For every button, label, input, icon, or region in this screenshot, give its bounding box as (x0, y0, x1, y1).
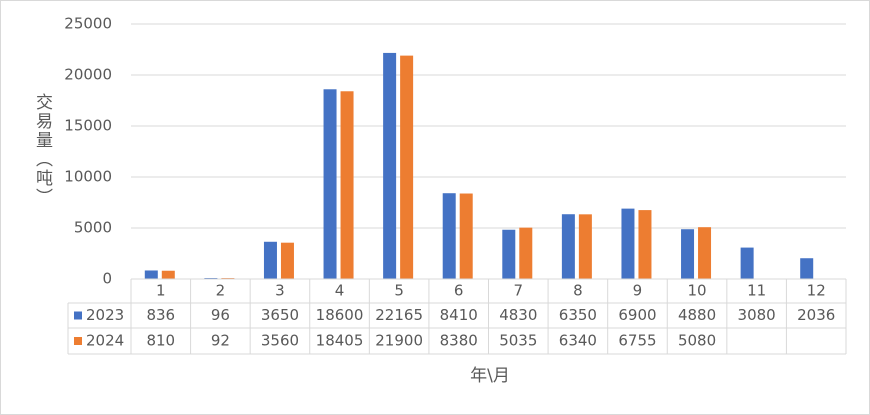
y-tick-label: 20000 (64, 66, 112, 84)
table-cell: 21900 (375, 332, 423, 350)
table-cell: 3560 (261, 332, 299, 350)
y-tick-label: 5000 (74, 219, 112, 237)
bar (263, 241, 277, 279)
bar (161, 270, 175, 279)
bar (323, 89, 337, 279)
y-tick-label: 0 (102, 270, 112, 288)
table-cell: 18405 (316, 332, 364, 350)
table-cell: 6350 (559, 306, 597, 324)
y-axis-title: 交易量（吨） (32, 93, 53, 207)
table-cell: 18600 (316, 306, 364, 324)
legend-label: 2024 (86, 332, 124, 350)
bar (459, 193, 473, 279)
x-tick-label: 1 (156, 282, 166, 300)
bar (578, 214, 592, 279)
table-cell: 5035 (499, 332, 537, 350)
bar (144, 270, 158, 279)
bar (740, 247, 754, 279)
legend-key (74, 311, 82, 320)
table-cell: 4830 (499, 306, 537, 324)
table-cell: 810 (146, 332, 175, 350)
x-axis-title: 年\月 (470, 366, 510, 386)
table-cell: 6755 (618, 332, 656, 350)
bar (698, 227, 712, 279)
table-cell: 5080 (678, 332, 716, 350)
bar (340, 91, 354, 279)
table-cell: 3080 (738, 306, 776, 324)
x-tick-label: 3 (275, 282, 285, 300)
x-tick-label: 8 (573, 282, 583, 300)
bar (561, 214, 575, 279)
x-tick-label: 11 (747, 282, 766, 300)
x-tick-label: 5 (394, 282, 404, 300)
x-tick-label: 7 (514, 282, 524, 300)
x-tick-label: 6 (454, 282, 464, 300)
bar (681, 229, 695, 279)
y-tick-label: 25000 (64, 15, 112, 33)
y-tick-label: 15000 (64, 117, 112, 135)
table-cell: 2036 (797, 306, 835, 324)
bar (442, 193, 456, 279)
bar (519, 227, 533, 279)
x-tick-label: 10 (687, 282, 706, 300)
x-tick-label: 9 (633, 282, 643, 300)
table-cell: 6340 (559, 332, 597, 350)
x-tick-label: 4 (335, 282, 345, 300)
bar (800, 258, 814, 279)
table-cell: 3650 (261, 306, 299, 324)
table-cell: 8410 (440, 306, 478, 324)
table-cell: 8380 (440, 332, 478, 350)
y-tick-label: 10000 (64, 168, 112, 186)
table-cell: 6900 (618, 306, 656, 324)
legend-key (74, 337, 82, 345)
x-tick-label: 2 (216, 282, 226, 300)
table-cell: 4880 (678, 306, 716, 324)
bar (638, 210, 652, 279)
bar (621, 208, 635, 279)
bar (383, 52, 397, 280)
table-cell: 96 (211, 306, 230, 324)
x-tick-label: 12 (807, 282, 826, 300)
table-cell: 92 (211, 332, 230, 350)
bar (400, 55, 414, 280)
bar (502, 229, 516, 279)
table-cell: 22165 (375, 306, 423, 324)
legend-label: 2023 (86, 306, 124, 324)
table-cell: 836 (146, 306, 175, 324)
bar (280, 242, 294, 279)
